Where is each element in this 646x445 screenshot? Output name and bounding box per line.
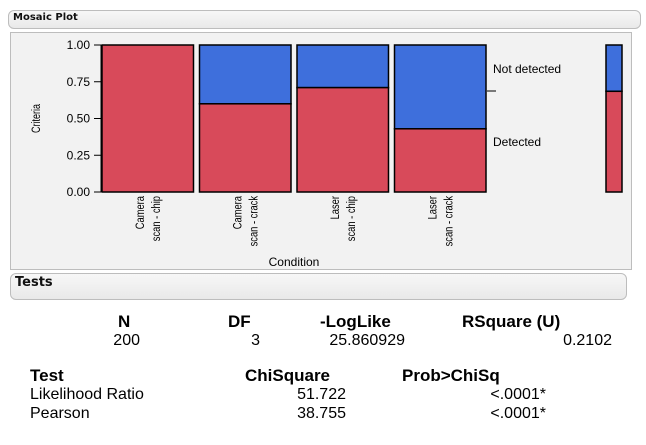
legend-label-detected: Detected xyxy=(493,135,541,149)
tests-header-prob: Prob>ChiSq xyxy=(402,366,500,385)
y-tick-label: 0.00 xyxy=(67,185,91,199)
summary-header-rsquare: RSquare (U) xyxy=(462,312,561,331)
x-tick-label: scan - chip xyxy=(345,196,358,241)
summary-header-df: DF xyxy=(228,312,251,331)
tests-row-chisq: 38.755 xyxy=(297,405,346,422)
x-tick-label: scan - crack xyxy=(442,195,455,246)
tests-row-prob: <.0001* xyxy=(490,405,546,422)
summary-header-n: N xyxy=(118,312,131,331)
tests-title: Tests xyxy=(15,275,53,290)
tests-row-test: Pearson xyxy=(30,405,90,422)
legend-area: Not detected Detected xyxy=(487,44,623,193)
x-tick-label: Laser xyxy=(426,196,439,220)
bar-detected xyxy=(198,103,292,193)
y-axis: 0.00 0.25 0.50 0.75 1.00 Criteria xyxy=(30,38,102,199)
mosaic-plot-header[interactable]: Mosaic Plot xyxy=(8,10,641,29)
summary-value-loglike: 25.860929 xyxy=(329,332,405,349)
bar-not-detected xyxy=(198,44,292,105)
x-tick-label: Camera xyxy=(231,196,244,229)
y-tick-label: 0.50 xyxy=(67,112,91,126)
bar-detected xyxy=(393,128,487,193)
tests-header-test: Test xyxy=(30,366,64,385)
marginal-bar-not-detected xyxy=(605,44,623,93)
legend-label-not-detected: Not detected xyxy=(493,62,561,76)
x-axis-label: Condition xyxy=(269,255,320,269)
x-tick-label: Camera xyxy=(134,196,147,229)
bar-not-detected xyxy=(296,44,390,89)
tests-row-prob: <.0001* xyxy=(490,386,546,403)
summary-value-rsquare: 0.2102 xyxy=(563,332,612,349)
x-axis-labels: Camera scan - chip Camera scan - crack Laser… xyxy=(134,195,456,269)
y-tick-label: 1.00 xyxy=(67,38,91,52)
bar-detected xyxy=(101,44,195,193)
marginal-bar-detected xyxy=(605,90,623,193)
summary-header-loglike: -LogLike xyxy=(320,312,391,331)
y-tick-label: 0.75 xyxy=(67,75,91,89)
mosaic-bars xyxy=(101,44,487,193)
summary-value-n: 200 xyxy=(113,332,140,349)
bar-not-detected xyxy=(393,44,487,130)
tests-header[interactable]: Tests xyxy=(10,273,627,300)
mosaic-plot-title: Mosaic Plot xyxy=(13,12,78,23)
x-tick-label: Laser xyxy=(329,196,342,220)
summary-value-df: 3 xyxy=(251,332,260,349)
bar-detected xyxy=(296,86,390,193)
y-tick-label: 0.25 xyxy=(67,148,91,162)
y-axis-label: Criteria xyxy=(30,104,44,133)
tests-row-test: Likelihood Ratio xyxy=(30,386,144,403)
tests-header-chisq: ChiSquare xyxy=(245,366,331,385)
x-tick-label: scan - chip xyxy=(150,196,163,241)
tests-row-chisq: 51.722 xyxy=(297,386,346,403)
x-tick-label: scan - crack xyxy=(247,195,260,246)
